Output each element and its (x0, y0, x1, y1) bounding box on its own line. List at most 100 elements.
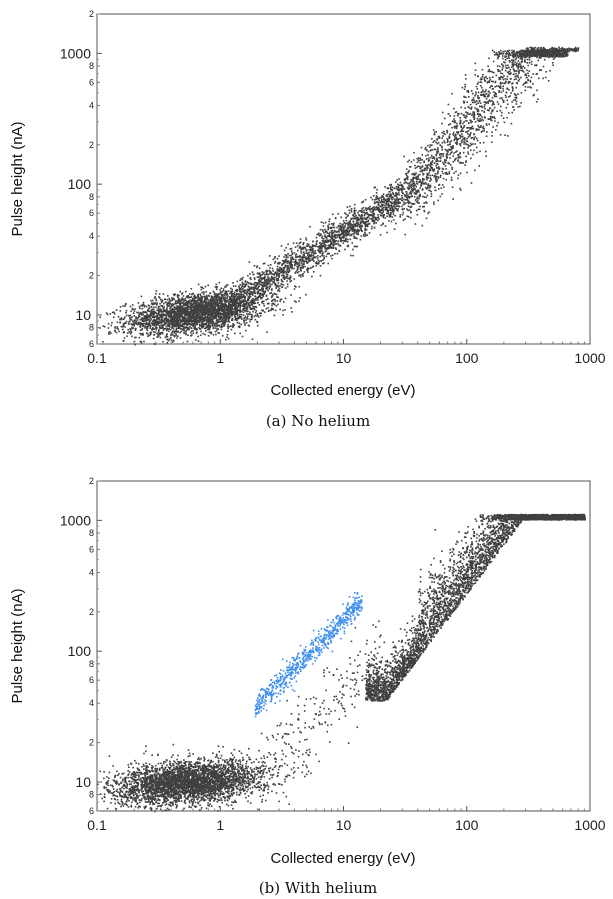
scatter-point (426, 202, 428, 204)
scatter-point (511, 90, 514, 92)
scatter-point (215, 333, 217, 336)
scatter-point (151, 308, 154, 311)
scatter-point (218, 302, 220, 304)
scatter-point (480, 120, 482, 122)
scatter-point (193, 324, 195, 327)
scatter-point (499, 134, 502, 136)
scatter-point (236, 310, 238, 312)
scatter-point (216, 299, 219, 301)
scatter-point (312, 259, 314, 261)
scatter-point (189, 302, 192, 304)
scatter-point (390, 209, 392, 212)
scatter-point (140, 312, 142, 314)
scatter-point (410, 183, 412, 186)
scatter-point (198, 321, 200, 324)
scatter-point (194, 322, 197, 324)
scatter-point (453, 115, 456, 117)
scatter-point (252, 291, 254, 293)
scatter-point (379, 214, 382, 216)
scatter-point (364, 218, 367, 220)
scatter-point (130, 316, 133, 319)
scatter-point (487, 102, 489, 104)
scatter-point (241, 301, 243, 304)
scatter-point (191, 305, 193, 307)
scatter-point (348, 223, 351, 225)
scatter-point (147, 309, 149, 312)
scatter-point (259, 277, 262, 280)
scatter-point (303, 246, 305, 249)
scatter-point (213, 303, 215, 306)
scatter-point (272, 302, 274, 305)
scatter-point (481, 127, 484, 129)
scatter-point (141, 328, 143, 331)
scatter-point (147, 333, 150, 336)
scatter-point (203, 318, 205, 320)
scatter-point (116, 321, 119, 324)
scatter-point (436, 152, 438, 155)
scatter-point (219, 318, 221, 321)
scatter-point (396, 200, 398, 202)
scatter-point (444, 148, 447, 151)
scatter-point (473, 118, 475, 121)
scatter-point (272, 308, 274, 310)
scatter-point (256, 292, 259, 295)
scatter-point (509, 73, 511, 76)
scatter-point (209, 331, 211, 334)
scatter-point (183, 328, 185, 330)
scatter-point (256, 287, 258, 290)
scatter-point (509, 61, 511, 63)
scatter-point (313, 256, 315, 258)
scatter-point (289, 260, 292, 262)
scatter-point (332, 247, 335, 249)
scatter-point (151, 323, 154, 326)
scatter-point (519, 57, 522, 60)
scatter-point (380, 224, 382, 227)
scatter-point (493, 94, 496, 96)
scatter-point (245, 300, 248, 302)
scatter-point (361, 221, 363, 223)
scatter-point (475, 128, 478, 130)
scatter-point (228, 309, 231, 311)
scatter-point (116, 327, 118, 330)
scatter-point (310, 255, 313, 257)
scatter-point (120, 325, 123, 328)
scatter-point (486, 131, 488, 133)
scatter-point (265, 308, 268, 310)
scatter-point (287, 265, 290, 267)
scatter-point (237, 306, 239, 308)
scatter-point (279, 300, 281, 303)
scatter-point (211, 298, 213, 300)
scatter-point (201, 302, 204, 304)
scatter-point (421, 179, 424, 181)
scatter-point (470, 137, 472, 139)
scatter-point (404, 218, 406, 220)
scatter-point (278, 290, 281, 292)
scatter-point (178, 326, 181, 328)
scatter-point (200, 311, 202, 314)
scatter-point (479, 119, 481, 122)
scatter-point (196, 306, 199, 309)
scatter-point (260, 274, 262, 276)
scatter-point (502, 101, 505, 103)
scatter-point (184, 314, 187, 316)
scatter-point (442, 155, 445, 157)
scatter-point (361, 201, 363, 204)
scatter-point (168, 338, 171, 340)
scatter-point (187, 305, 189, 308)
scatter-point (134, 336, 136, 339)
scatter-point (185, 321, 187, 323)
scatter-point (435, 160, 437, 163)
scatter-point (182, 304, 185, 307)
scatter-point (124, 322, 127, 325)
scatter-point (216, 301, 219, 304)
scatter-point (277, 268, 280, 271)
scatter-point (216, 305, 219, 307)
scatter-point (167, 312, 170, 314)
scatter-point (276, 296, 278, 298)
scatter-point (405, 191, 408, 193)
scatter-point (148, 321, 151, 324)
scatter-point (397, 207, 399, 210)
scatter-point (238, 326, 241, 329)
scatter-point (493, 95, 496, 98)
